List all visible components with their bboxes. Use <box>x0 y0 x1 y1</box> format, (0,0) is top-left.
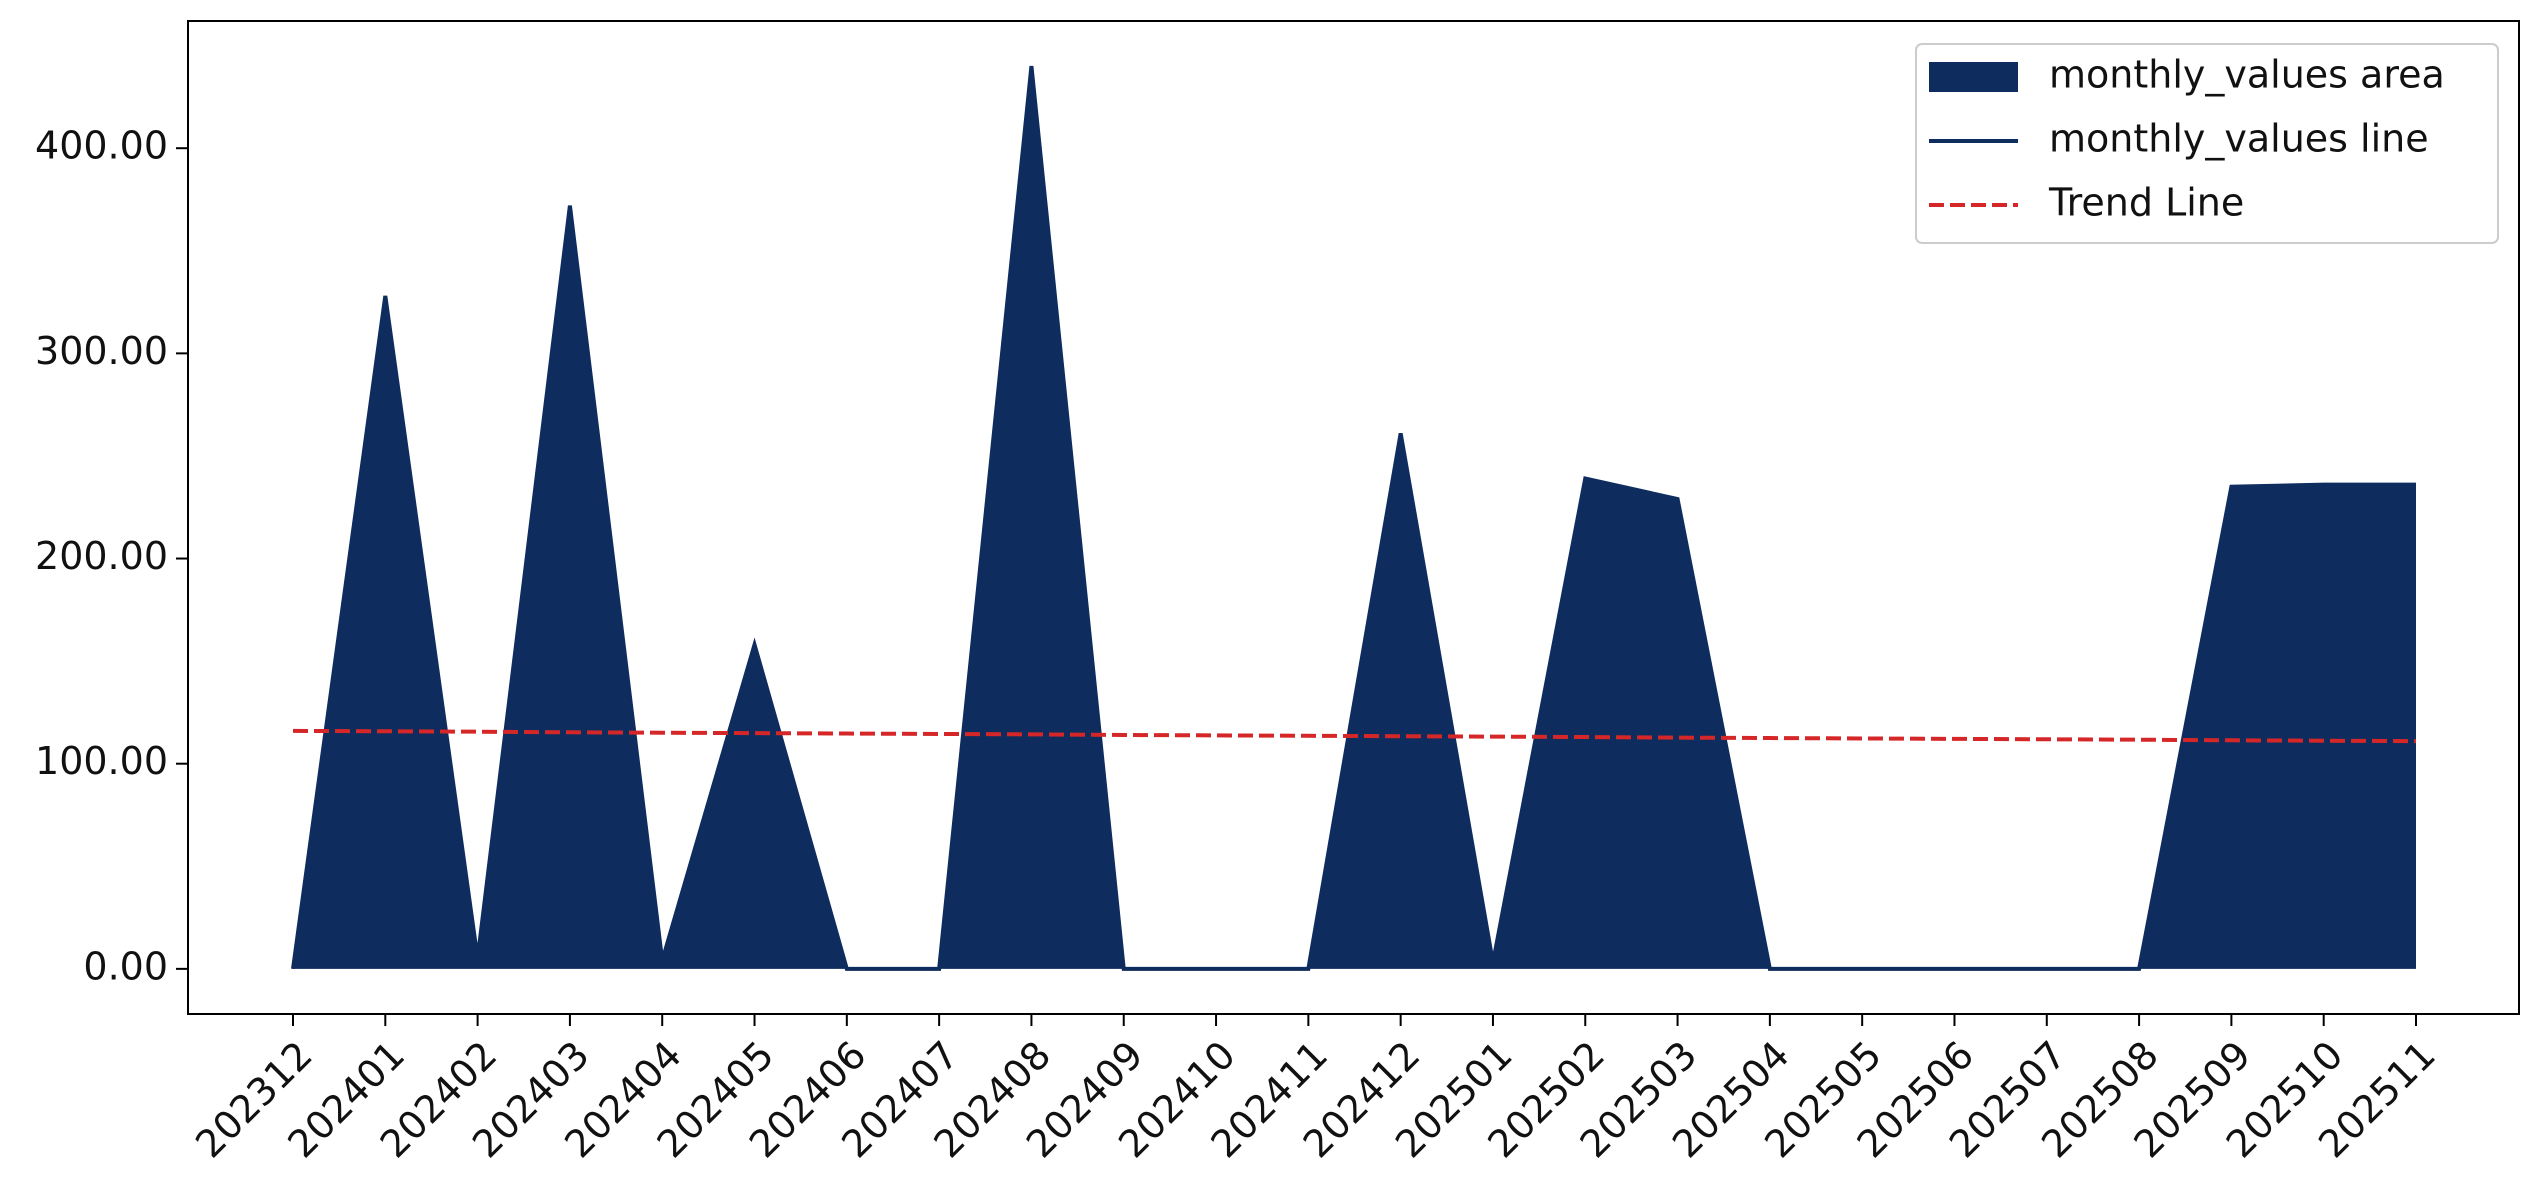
y-tick-label: 200.00 <box>35 534 168 578</box>
legend-swatch <box>1929 62 2018 92</box>
legend-label: monthly_values line <box>2049 117 2429 161</box>
y-tick-label: 400.00 <box>35 124 168 168</box>
legend-label: monthly_values area <box>2049 53 2445 97</box>
legend-label: Trend Line <box>2048 181 2244 225</box>
trend-line <box>292 728 2417 744</box>
line <box>291 65 2416 971</box>
y-tick-label: 100.00 <box>35 739 168 783</box>
legend-box <box>1915 43 2499 244</box>
area <box>293 66 2416 969</box>
y-tick-label: 300.00 <box>35 329 168 373</box>
y-tick-label: 0.00 <box>83 944 168 988</box>
plot-frame <box>187 20 2520 1015</box>
